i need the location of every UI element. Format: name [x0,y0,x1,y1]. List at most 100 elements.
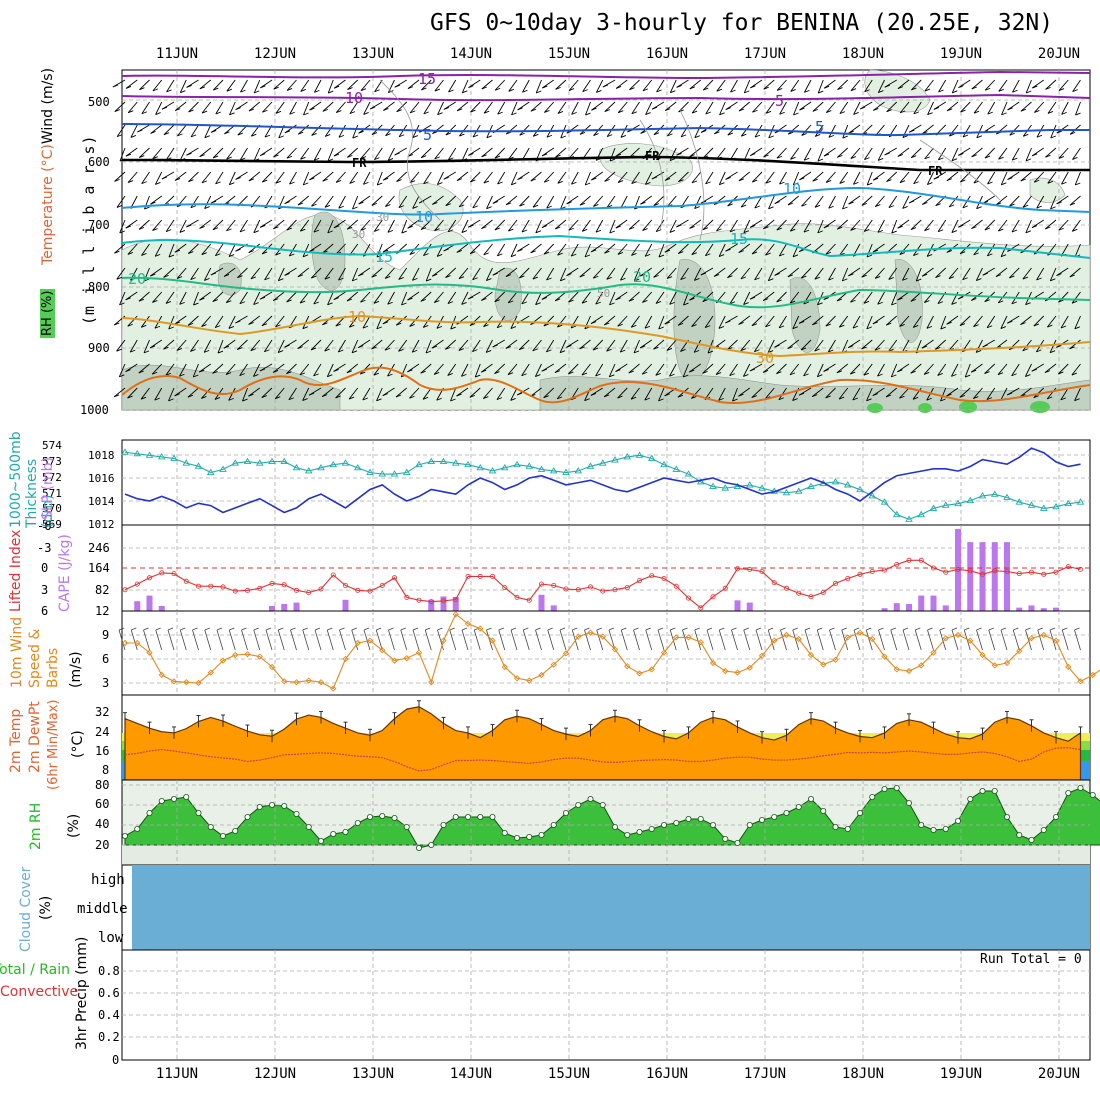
wind-barb-flag [349,111,356,115]
wind-barb-shaft [521,363,530,376]
wind-barb-flag [631,324,637,328]
wind-barb-flag [850,88,857,92]
date-label-11jun: 11JUN [155,1066,199,1082]
wind-barb-shaft [604,171,616,182]
wind-barb-flag [492,201,499,204]
wind-barb-flag [877,229,884,233]
wind-barb-shaft [946,171,959,181]
wind-barb-flag [615,86,622,89]
wind-barb-flag [448,157,454,161]
wind10-barb-flag [155,627,161,631]
cape-label: CAPE (J/kg) [57,534,73,612]
wind10-barb-shaft [596,629,604,651]
wind-barb-shaft [116,339,126,352]
wind-barb-shaft [127,171,138,183]
wind10-point [844,634,851,641]
wind-barb-flag [825,179,832,183]
thickness-point [206,468,215,475]
wind10-barb-shaft [204,629,212,651]
wind-barb-shaft [149,339,163,349]
wind-barb-flag [432,131,438,135]
wind-barb-shaft [201,387,212,399]
thickness-point [219,465,227,472]
wind-barb-flag [224,131,230,135]
wind-barb-flag [239,373,245,377]
wind10-barb-flag [510,627,517,631]
wind-barb-flag [789,300,796,304]
wind-barb-flag [358,201,364,205]
wind-barb-shaft [812,101,824,112]
wind-barb-flag [799,107,805,111]
wind-barb-flag [481,226,487,230]
wind-barb-shaft [740,339,751,352]
wind-barb-flag [190,134,197,138]
wind-barb-flag [1033,395,1039,399]
wind-barb-flag [738,250,744,254]
isotherm-25 [121,366,1091,404]
wind-barb-flag [204,135,211,139]
wind10-barb-flag [951,627,958,631]
wind-barb-shaft [812,315,824,326]
isotherm-10 [121,234,1091,259]
wind10-barb-shaft [143,629,150,651]
li-point [1016,571,1022,577]
wind10-barb-shaft [706,629,714,651]
wind-barb-shaft [535,219,542,233]
thickness-point [402,468,411,475]
wind-barb-flag [804,157,810,161]
wind-barb-flag [398,277,404,280]
wind-barb-flag [1047,396,1053,400]
ytick-500: 500 [88,95,110,109]
wind-barb-flag [634,278,640,282]
wind-barb-shaft [119,219,126,234]
wind-barb-flag [204,206,210,210]
wind-barb-shaft [839,243,849,256]
wind-barb-shaft [261,387,273,398]
wind-barb-shaft [384,195,395,207]
li-point [771,580,777,586]
li-point [281,582,287,588]
wind-barb-flag [190,277,196,281]
wind-barb-shaft [742,363,751,377]
wind-barb-shaft [653,124,665,136]
thickness-point [439,457,448,465]
wind-barb-flag [434,88,441,92]
wind10-barb-shaft [118,629,126,651]
wind-barb-shaft [557,315,567,328]
wind-barb-shaft [138,147,150,158]
wind-barb-flag [752,109,758,113]
wind-barb-shaft [581,363,591,376]
wind10-barb-shaft [326,629,334,651]
wind-barb-shaft [310,267,322,279]
wind-barb-shaft [481,147,493,158]
wind-barb-flag [495,87,501,91]
wind-barb-shaft [1022,267,1032,280]
wind-barb-flag [765,324,771,328]
wind-barb-shaft [214,243,224,256]
wind10-barb-shaft [290,629,297,651]
wind-barb-shaft [750,79,763,89]
wind-barb-flag [190,205,197,209]
wind10-barb-shaft [277,629,285,651]
wind-barb-flag [866,254,873,258]
thickness-point [121,448,129,455]
wind-barb-flag [965,374,971,378]
wind-barb-flag [496,325,503,329]
wind-barb-flag [897,225,903,229]
wind-barb-shaft [456,101,469,112]
wind-barb-shaft [311,195,322,207]
wind-barb-flag [470,109,476,113]
wind-barb-flag [776,155,783,159]
wind-barb-shaft [433,291,444,303]
rh2m-point [403,824,410,831]
wind10-barb-shaft [584,629,591,651]
wind-barb-flag [609,302,615,306]
li-point [1041,571,1047,577]
thickness-point [990,490,999,497]
wind-barb-flag [532,348,538,352]
thickness-point [513,460,521,468]
label-iso-5: 10 [783,180,801,198]
li-point [637,578,643,584]
wind-barb-shaft [274,387,285,400]
wind-barb-shaft [168,315,175,330]
